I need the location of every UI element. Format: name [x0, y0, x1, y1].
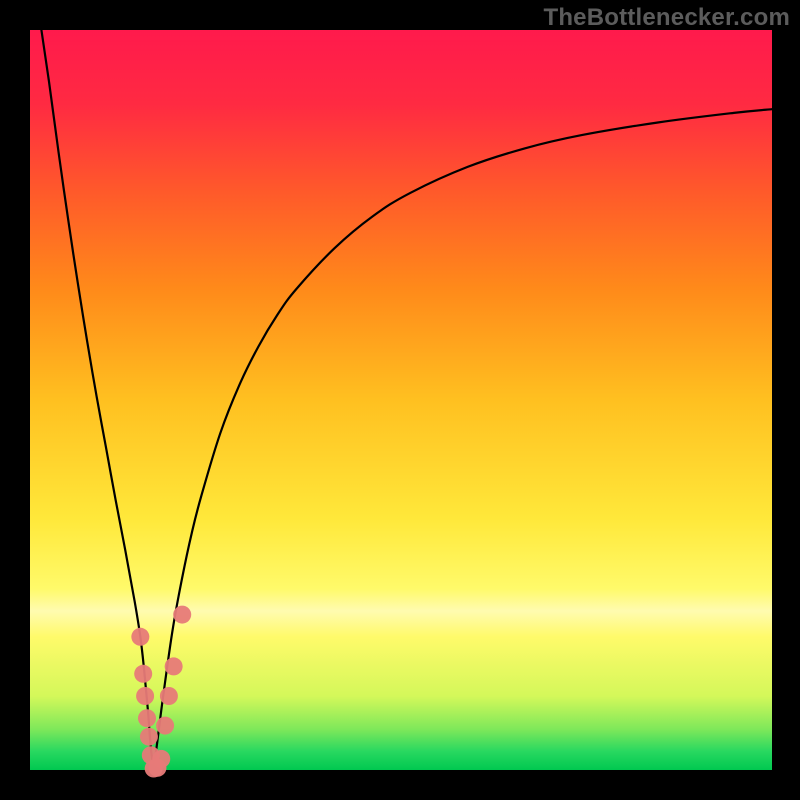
- data-marker: [165, 657, 183, 675]
- data-marker: [140, 728, 158, 746]
- data-marker: [173, 606, 191, 624]
- plot-background: [30, 30, 772, 770]
- data-marker: [138, 709, 156, 727]
- data-marker: [156, 717, 174, 735]
- data-marker: [160, 687, 178, 705]
- chart-container: TheBottlenecker.com: [0, 0, 800, 800]
- data-marker: [136, 687, 154, 705]
- data-marker: [131, 628, 149, 646]
- data-marker: [152, 750, 170, 768]
- bottleneck-chart: [0, 0, 800, 800]
- watermark-text: TheBottlenecker.com: [543, 4, 790, 32]
- data-marker: [134, 665, 152, 683]
